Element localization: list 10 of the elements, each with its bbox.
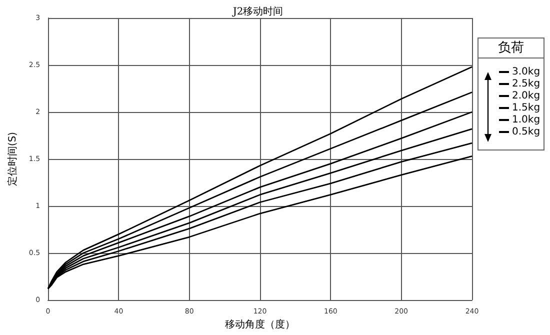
x-axis-title: 移动角度（度） bbox=[225, 318, 296, 330]
legend-label: 1.0kg bbox=[512, 114, 540, 126]
legend-label: 2.5kg bbox=[512, 78, 540, 90]
y-axis-title: 定位时间(S) bbox=[6, 132, 18, 186]
legend-label: 1.5kg bbox=[512, 102, 540, 114]
legend-label: 3.0kg bbox=[512, 66, 540, 78]
legend-title: 负荷 bbox=[498, 40, 524, 56]
legend-label: 2.0kg bbox=[512, 90, 540, 102]
legend-label: 0.5kg bbox=[512, 126, 540, 138]
chart-title: J2移动时间 bbox=[232, 6, 284, 18]
